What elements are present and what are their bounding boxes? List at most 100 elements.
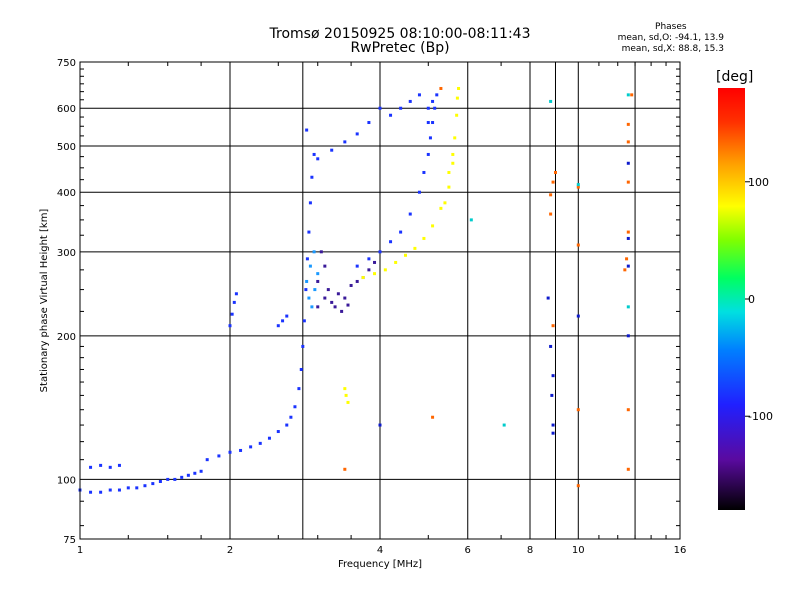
data-point	[312, 250, 316, 254]
data-point	[383, 268, 387, 272]
data-point	[457, 86, 461, 90]
data-point	[333, 305, 337, 309]
data-point	[422, 236, 426, 240]
data-point	[89, 465, 93, 469]
data-point	[469, 218, 473, 222]
data-point	[626, 334, 630, 338]
data-point	[626, 140, 630, 144]
data-point	[502, 423, 506, 427]
data-point	[323, 296, 327, 300]
data-point	[428, 136, 432, 140]
data-point	[626, 467, 630, 471]
data-point	[403, 253, 407, 257]
data-point	[576, 408, 580, 412]
data-point	[553, 170, 557, 174]
data-point	[626, 122, 630, 126]
colorbar-title: [deg]	[716, 69, 754, 85]
data-point	[551, 423, 555, 427]
data-point	[426, 152, 430, 156]
data-point	[576, 185, 580, 189]
x-tick-label: 10	[572, 545, 585, 556]
y-axis-ticks: 75 100 200 300 400 500 600 750	[57, 58, 680, 546]
data-point	[443, 201, 447, 205]
x-tick-label: 1	[77, 545, 83, 556]
data-point	[285, 423, 289, 427]
data-point	[349, 283, 353, 287]
data-point	[355, 132, 359, 136]
data-point	[367, 268, 371, 272]
data-point	[626, 230, 630, 234]
data-point	[330, 300, 334, 304]
colorbar-tick-label: 100	[748, 176, 769, 189]
data-point	[439, 206, 443, 210]
data-point	[316, 157, 320, 161]
grid-lines	[79, 62, 681, 539]
data-point	[426, 121, 430, 125]
data-point	[549, 193, 553, 197]
data-point	[408, 99, 412, 103]
x-tick-label: 8	[527, 545, 533, 556]
data-point	[378, 250, 382, 254]
data-point	[626, 236, 630, 240]
data-point	[431, 99, 435, 103]
data-point	[276, 430, 280, 434]
data-point	[549, 344, 553, 348]
data-point	[330, 148, 334, 152]
data-point	[340, 309, 344, 313]
data-point	[258, 441, 262, 445]
data-point	[217, 454, 221, 458]
data-point	[551, 374, 555, 378]
data-point	[343, 296, 347, 300]
data-point	[431, 224, 435, 228]
data-point	[304, 288, 308, 292]
colorbar-tick-label: -100	[748, 410, 773, 423]
y-tick-label: 600	[57, 104, 76, 115]
data-point	[312, 152, 316, 156]
data-point	[576, 484, 580, 488]
data-point	[135, 486, 139, 490]
data-point	[422, 170, 426, 174]
y-tick-label: 200	[57, 332, 76, 343]
data-point	[302, 319, 306, 323]
data-point	[626, 93, 630, 97]
data-point	[626, 161, 630, 165]
data-point	[117, 488, 121, 492]
data-point	[308, 264, 312, 268]
data-point	[285, 314, 289, 318]
phase-colorbar	[718, 88, 745, 510]
data-point	[199, 469, 203, 473]
data-point	[626, 180, 630, 184]
data-point	[394, 260, 398, 264]
data-point	[293, 405, 297, 409]
data-point	[336, 292, 340, 296]
data-point	[173, 477, 177, 481]
data-point	[193, 471, 197, 475]
data-point	[447, 185, 451, 189]
y-tick-label: 500	[57, 142, 76, 153]
x-axis-ticks: 1 2 4 6 8 10 16	[77, 62, 686, 556]
data-point	[305, 279, 309, 283]
colorbar-tick-label: 0	[748, 293, 755, 306]
data-point	[626, 305, 630, 309]
data-point	[343, 140, 347, 144]
data-point	[143, 484, 147, 488]
data-point	[455, 113, 459, 117]
data-points	[78, 86, 634, 494]
data-point	[305, 128, 309, 132]
data-point	[378, 423, 382, 427]
x-axis-label: Frequency [MHz]	[338, 559, 422, 570]
data-point	[117, 463, 121, 467]
data-point	[389, 240, 393, 244]
phase-stats: Phases mean, sd,O: -94.1, 13.9 mean, sd,…	[618, 22, 724, 55]
data-point	[299, 367, 303, 371]
data-point	[623, 268, 627, 272]
data-point	[126, 486, 130, 490]
data-point	[297, 387, 301, 391]
data-point	[230, 312, 234, 316]
data-point	[546, 296, 550, 300]
data-point	[549, 99, 553, 103]
data-point	[346, 303, 350, 307]
data-point	[439, 86, 443, 90]
data-point	[319, 250, 323, 254]
